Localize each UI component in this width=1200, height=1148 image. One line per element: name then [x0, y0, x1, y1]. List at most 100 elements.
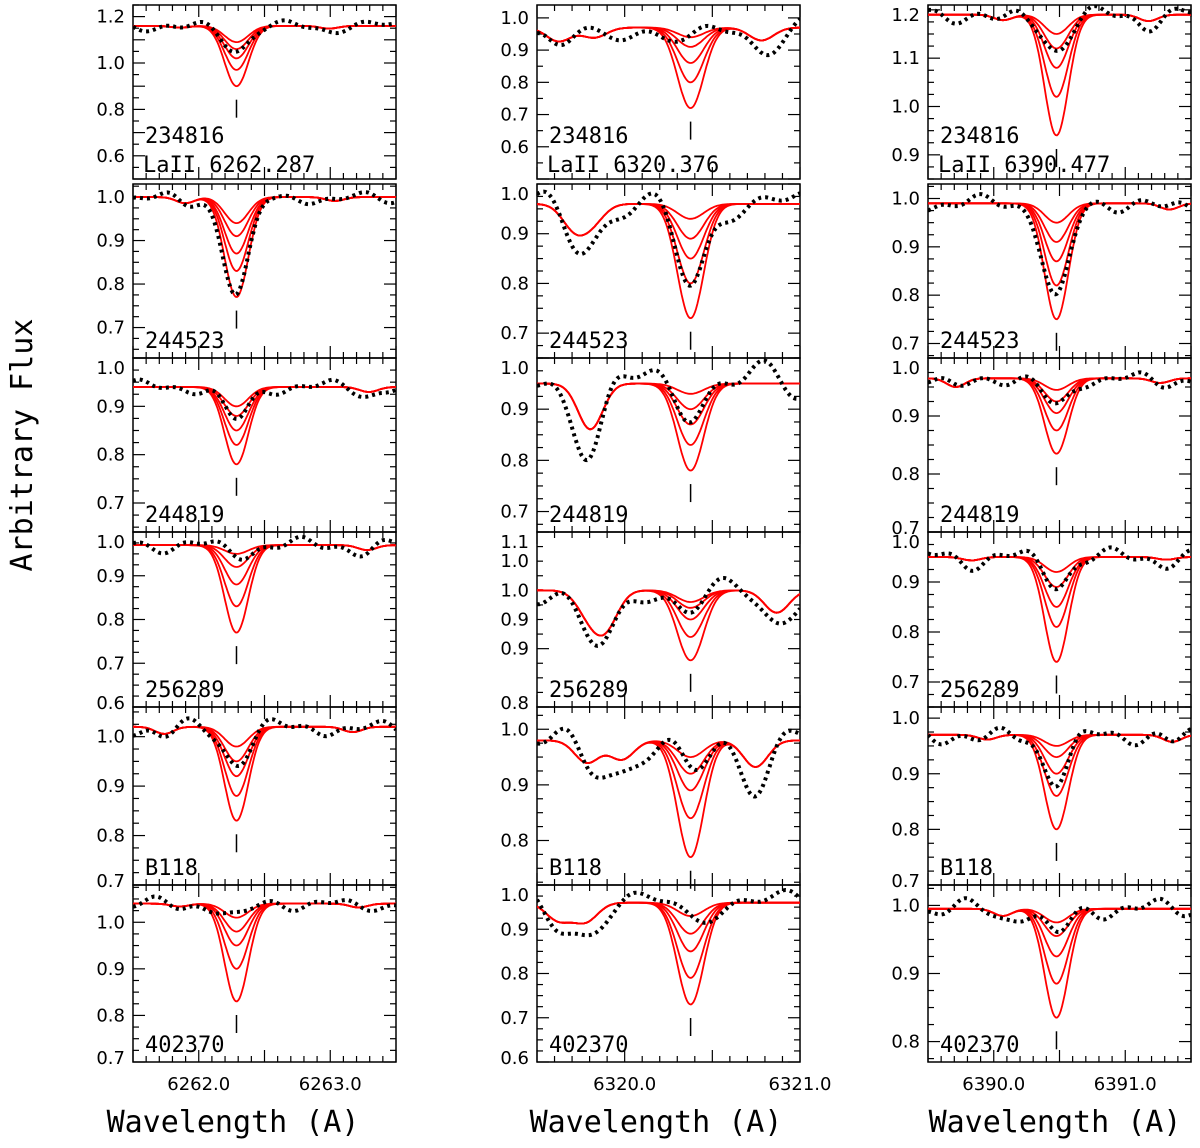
- y-tick-label: 0.9: [96, 566, 125, 587]
- star-label: 244819: [940, 503, 1019, 528]
- x-tick-label: 6262.0: [167, 1074, 230, 1095]
- observed-spectrum: [928, 370, 1191, 406]
- synthetic-spectrum-4: [133, 386, 396, 446]
- observed-spectrum: [133, 377, 396, 421]
- y-tick-label: 0.7: [500, 105, 529, 126]
- y-tick-label: 1.1: [500, 532, 529, 553]
- y-tick-label: 0.6: [500, 1048, 529, 1069]
- panel-2-2: 1.0 0.9 0.8 0.7 244523: [500, 183, 801, 359]
- observed-spectrum: [537, 576, 800, 648]
- line-label: LaII 6262.287: [143, 153, 315, 178]
- y-axis-title: Arbitrary Flux: [5, 319, 40, 572]
- panel-3-5: 1.0 0.9 0.8 0.7 B118: [891, 706, 1192, 892]
- plot-area: [928, 5, 1191, 137]
- y-tick-label: 1.0: [500, 184, 529, 205]
- y-tick-label: 0.9: [96, 231, 125, 252]
- panel-2-6: 1.0 0.9 0.8 0.7 0.6 402370 6320.0 6321.0: [500, 884, 831, 1095]
- star-label: 244819: [145, 503, 224, 528]
- plot-area: [537, 726, 800, 859]
- y-tick-label: 0.9: [891, 572, 920, 593]
- y-tick-label: 0.9: [500, 639, 529, 660]
- panel-3-1: 1.2 1.1 1.0 0.9 234816 LaII 6390.477: [891, 4, 1192, 180]
- y-tick-label: 1.0: [96, 532, 125, 553]
- observed-spectrum: [537, 358, 800, 463]
- star-label: 256289: [940, 678, 1019, 703]
- synthetic-spectrum-5: [537, 202, 800, 320]
- observed-spectrum: [133, 894, 396, 916]
- plot-area: [537, 189, 800, 320]
- y-tick-label: 1.0: [891, 189, 920, 210]
- y-tick-label: 0.8: [891, 1032, 920, 1053]
- plot-area: [133, 716, 396, 822]
- y-tick-label: 1.0: [96, 187, 125, 208]
- plot-area: [537, 887, 800, 1006]
- y-tick-label: 0.9: [891, 145, 920, 166]
- line-label: LaII 6390.477: [938, 153, 1110, 178]
- panel-1-6: 1.0 0.9 0.8 0.7 402370 6262.0 6263.0: [96, 884, 397, 1095]
- panel-2-3: 1.0 0.9 0.8 0.7 244819: [500, 357, 801, 533]
- synthetic-spectrum-3: [928, 907, 1191, 958]
- y-tick-label: 0.9: [500, 775, 529, 796]
- synthetic-spectrum-5: [928, 377, 1191, 455]
- synthetic-spectrum-5: [537, 589, 800, 662]
- y-tick-label: 0.8: [500, 964, 529, 985]
- synthetic-spectrum-4: [928, 907, 1191, 985]
- observed-spectrum: [133, 190, 396, 297]
- synthetic-spectrum-5: [928, 907, 1191, 1019]
- synthetic-spectrum-3: [928, 202, 1191, 263]
- y-tick-label: 0.9: [891, 964, 920, 985]
- plot-area: [537, 358, 800, 472]
- synthetic-spectrum-3: [928, 733, 1191, 775]
- y-tick-label: 0.8: [500, 72, 529, 93]
- star-label: 256289: [145, 678, 224, 703]
- plot-area: [537, 17, 800, 110]
- y-tick-label: 1.1: [891, 48, 920, 69]
- y-tick-label: 0.8: [500, 831, 529, 852]
- y-tick-label: 0.7: [891, 518, 920, 539]
- synthetic-spectrum-4: [133, 902, 396, 970]
- observed-spectrum: [133, 534, 396, 562]
- panel-3-3: 1.0 0.9 0.8 0.7 244819: [891, 357, 1192, 539]
- synthetic-spectrum-4: [133, 725, 396, 797]
- y-tick-label: 0.9: [891, 237, 920, 258]
- y-tick-label: 0.7: [96, 1048, 125, 1069]
- observed-spectrum: [537, 887, 800, 938]
- synthetic-spectrum-5: [537, 901, 800, 1006]
- synthetic-spectrum-1: [928, 907, 1191, 924]
- star-label: 402370: [940, 1033, 1019, 1058]
- synthetic-spectrum-5: [133, 386, 396, 466]
- observed-spectrum: [928, 192, 1191, 297]
- star-label: 244819: [549, 503, 628, 528]
- star-label: B118: [145, 856, 198, 881]
- x-tick-label: 6263.0: [299, 1074, 362, 1095]
- y-tick-label: 0.7: [96, 653, 125, 674]
- star-label: 244523: [549, 329, 628, 354]
- x-axis-title-col2: Wavelength (A): [530, 1105, 783, 1140]
- plot-area: [928, 896, 1191, 1019]
- y-tick-label: 0.8: [500, 450, 529, 471]
- star-label: 234816: [549, 124, 628, 149]
- y-tick-label: 1.0: [500, 8, 529, 29]
- y-tick-label: 0.7: [96, 493, 125, 514]
- synthetic-spectrum-5: [928, 556, 1191, 663]
- y-tick-label: 1.0: [96, 358, 125, 379]
- y-tick-label: 0.8: [96, 826, 125, 847]
- synthetic-spectrum-1: [928, 202, 1191, 224]
- panel-1-1: 1.2 1.0 0.8 0.6 234816 LaII 6262.287: [96, 4, 397, 180]
- observed-spectrum: [928, 5, 1191, 53]
- y-tick-label: 1.2: [96, 7, 125, 28]
- y-tick-label: 0.9: [96, 396, 125, 417]
- y-tick-label: 0.8: [891, 622, 920, 643]
- x-tick-label: 6390.0: [962, 1074, 1025, 1095]
- panel-2-5: 1.0 0.9 0.8 B118: [500, 706, 801, 889]
- y-tick-label: 1.0: [96, 912, 125, 933]
- star-label: B118: [940, 856, 993, 881]
- observed-spectrum: [537, 726, 800, 799]
- synthetic-spectrum-5: [537, 26, 800, 110]
- x-tick-label: 6320.0: [593, 1074, 656, 1095]
- y-tick-label: 1.0: [500, 719, 529, 740]
- synthetic-spectrum-5: [537, 739, 800, 859]
- plot-area: [133, 190, 396, 298]
- synthetic-spectrum-3: [928, 556, 1191, 608]
